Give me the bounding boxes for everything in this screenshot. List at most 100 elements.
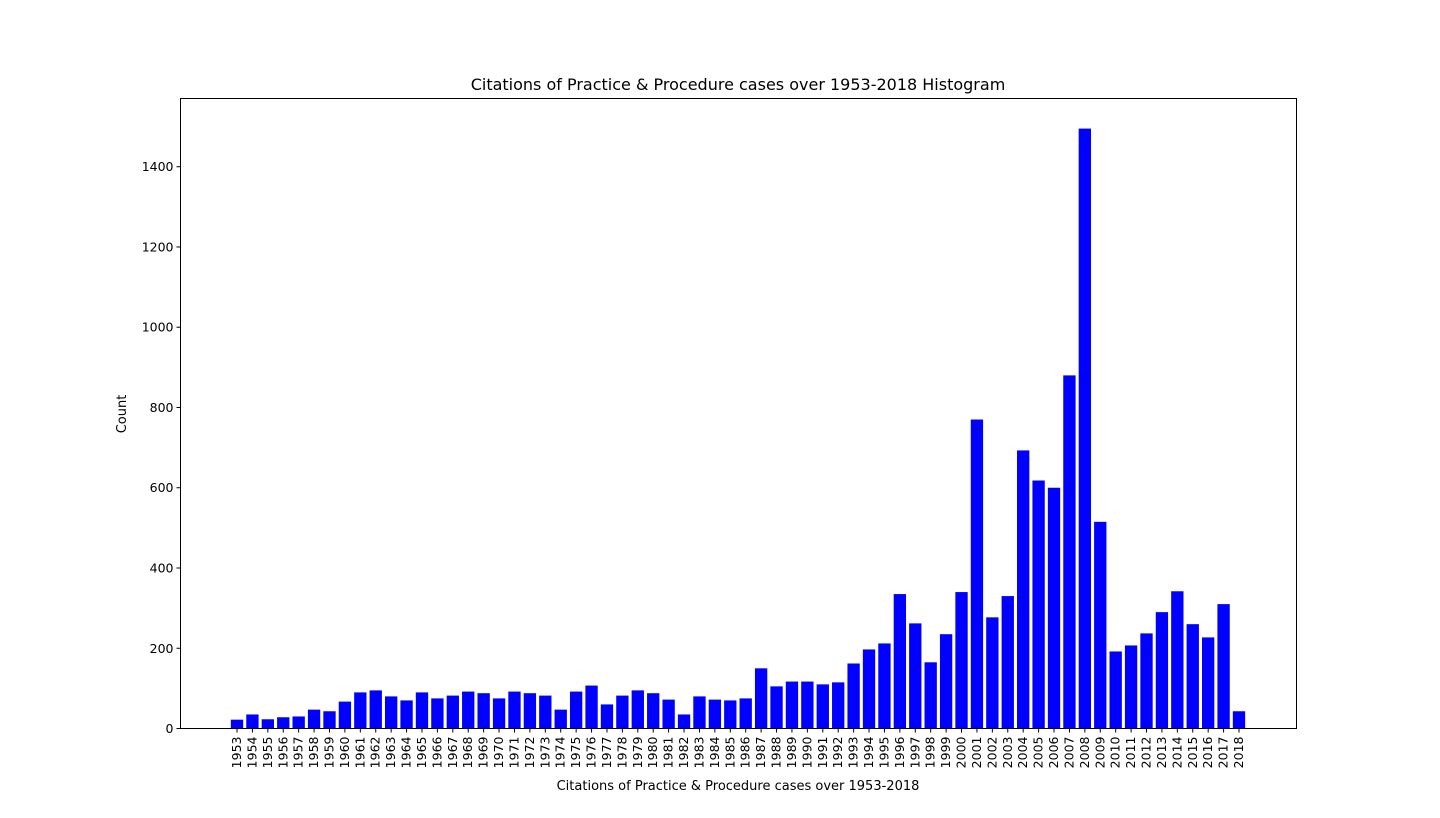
x-tick-label: 2004 — [1015, 736, 1030, 768]
x-tick-label: 1985 — [722, 737, 737, 769]
bar-1998 — [924, 662, 937, 729]
bar-1967 — [446, 695, 459, 729]
x-tick-label: 1988 — [769, 736, 784, 768]
bar-1978 — [616, 695, 629, 729]
x-tick-label: 1967 — [445, 737, 460, 769]
x-axis-label: Citations of Practice & Procedure cases … — [557, 779, 920, 794]
x-tick-label: 1961 — [352, 737, 367, 769]
x-tick-label: 1999 — [938, 736, 953, 768]
bar-1986 — [739, 698, 752, 729]
bar-1956 — [277, 717, 290, 729]
x-tick-label: 2014 — [1169, 736, 1184, 768]
x-tick-label: 1984 — [707, 736, 722, 768]
bar-2006 — [1047, 487, 1061, 729]
x-tick-label: 2015 — [1185, 737, 1200, 769]
x-tick-label: 1986 — [738, 736, 753, 768]
bar-1958 — [307, 709, 321, 729]
x-tick-label: 1968 — [460, 736, 475, 768]
x-tick-label: 1981 — [661, 737, 676, 769]
x-tick-label: 1960 — [337, 736, 352, 768]
chart-title: Citations of Practice & Procedure cases … — [471, 75, 1006, 94]
bar-1987 — [754, 668, 768, 729]
x-tick-label: 1987 — [753, 737, 768, 769]
bar-1985 — [724, 700, 737, 729]
y-tick-label: 1400 — [142, 159, 174, 174]
y-tick-label: 800 — [150, 400, 174, 415]
bar-1973 — [539, 695, 552, 729]
bar-1993 — [847, 663, 860, 729]
bar-1992 — [832, 682, 845, 729]
x-tick-label: 1963 — [383, 737, 398, 769]
x-tick-label: 1995 — [876, 737, 891, 769]
y-tick-label: 1200 — [142, 239, 174, 254]
x-tick-label: 2013 — [1154, 737, 1169, 769]
x-tick-label: 1964 — [399, 736, 414, 768]
bar-1953 — [230, 719, 244, 729]
bar-1982 — [677, 714, 691, 729]
y-tick-label: 1000 — [142, 320, 174, 335]
x-tick-label: 1959 — [321, 736, 336, 768]
y-axis-label: Count — [115, 395, 130, 434]
bar-2017 — [1217, 604, 1230, 729]
x-tick-label: 1970 — [491, 736, 506, 768]
x-tick-label: 1996 — [892, 736, 907, 768]
x-tick-label: 2011 — [1123, 737, 1138, 769]
x-tick-label: 1989 — [784, 736, 799, 768]
bar-1959 — [323, 711, 336, 729]
bar-2005 — [1032, 480, 1045, 729]
bar-2014 — [1171, 591, 1184, 729]
x-tick-label: 2007 — [1061, 737, 1076, 769]
x-tick-label: 2008 — [1077, 736, 1092, 768]
x-tick-label: 1962 — [368, 737, 383, 769]
bar-2011 — [1124, 645, 1138, 729]
bar-1999 — [939, 634, 953, 729]
x-tick-label: 1974 — [553, 736, 568, 768]
x-tick-label: 2010 — [1108, 736, 1123, 768]
y-axis: 0 200 400 600 800 1000 1200 1400 — [142, 159, 181, 736]
bar-2004 — [1017, 450, 1030, 729]
bar-2008 — [1078, 128, 1092, 729]
x-tick-label: 1954 — [244, 736, 259, 768]
x-tick-label: 1991 — [815, 737, 830, 769]
x-tick-label: 1957 — [291, 737, 306, 769]
x-tick-label: 2001 — [969, 737, 984, 769]
x-tick-label: 1990 — [799, 736, 814, 768]
y-tick-label: 600 — [150, 480, 174, 495]
bar-2018 — [1232, 711, 1246, 729]
x-tick-label: 2012 — [1139, 737, 1154, 769]
x-tick-label: 1956 — [275, 736, 290, 768]
bar-2002 — [986, 617, 999, 729]
x-tick-label: 2002 — [984, 737, 999, 769]
bar-1970 — [492, 698, 506, 729]
x-tick-label: 1975 — [568, 737, 583, 769]
x-tick-label: 1992 — [830, 737, 845, 769]
x-tick-label: 2009 — [1092, 736, 1107, 768]
bar-1961 — [354, 692, 367, 729]
bar-1974 — [554, 709, 567, 729]
bar-1991 — [816, 684, 829, 729]
x-tick-label: 1977 — [599, 737, 614, 769]
x-tick-label: 2018 — [1231, 736, 1246, 768]
x-tick-label: 2000 — [954, 736, 969, 768]
bar-1996 — [893, 594, 907, 729]
plot-frame — [180, 98, 1297, 729]
x-tick-label: 1958 — [306, 736, 321, 768]
bar-1957 — [292, 716, 305, 729]
x-tick-label: 1980 — [645, 736, 660, 768]
x-tick-label: 2006 — [1046, 736, 1061, 768]
bar-2000 — [955, 592, 968, 729]
x-tick-label: 1997 — [907, 737, 922, 769]
bar-1981 — [662, 699, 675, 729]
bar-1972 — [523, 693, 537, 729]
x-tick-label: 2003 — [1000, 737, 1015, 769]
bar-2013 — [1155, 612, 1169, 729]
x-tick-label: 1976 — [584, 736, 599, 768]
bar-2010 — [1109, 651, 1122, 729]
bar-1983 — [693, 696, 706, 729]
bar-1984 — [708, 699, 722, 729]
bar-1962 — [369, 690, 382, 729]
bar-1971 — [508, 691, 521, 729]
bar-1995 — [878, 643, 891, 729]
x-tick-label: 1969 — [476, 736, 491, 768]
